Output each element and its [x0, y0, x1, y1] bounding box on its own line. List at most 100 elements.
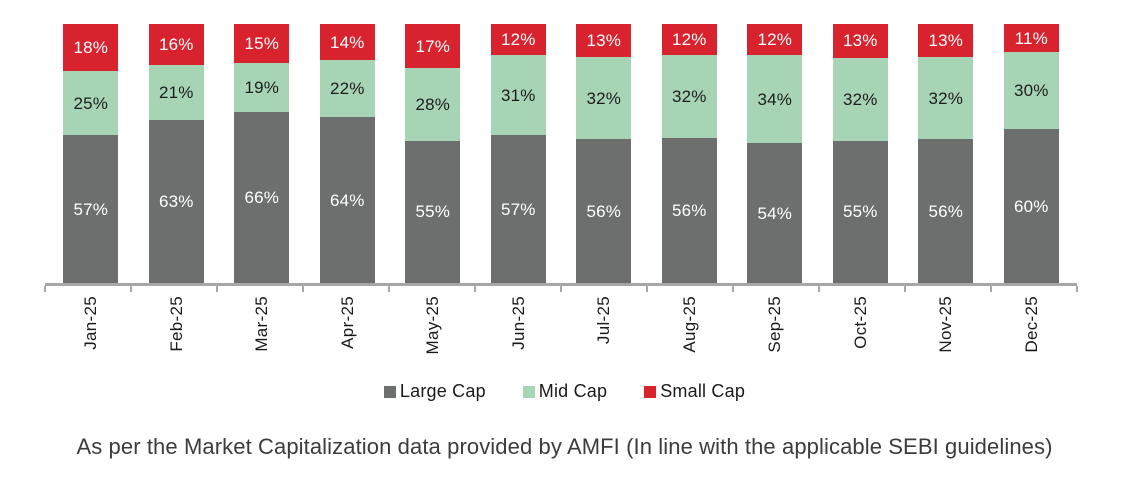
segment-mid-cap: 30% — [1003, 52, 1059, 130]
segment-small-cap: 13% — [576, 24, 632, 58]
segment-small-cap: 17% — [405, 24, 461, 69]
x-axis-label-slot: Apr-25 — [305, 286, 391, 366]
segment-value-label: 13% — [842, 31, 878, 51]
bar-slot-may-25: 17% 28% 55% — [390, 24, 476, 283]
segment-small-cap: 12% — [490, 24, 546, 56]
legend-label-mid-cap: Mid Cap — [538, 381, 608, 401]
segment-value-label: 31% — [500, 85, 536, 105]
segment-mid-cap: 31% — [490, 55, 546, 136]
axis-tick — [818, 286, 820, 292]
segment-small-cap: 12% — [661, 24, 717, 56]
x-axis-labels: Jan-25 Feb-25 Mar-25 Apr-25 May-25 Jun-25 Jul-… — [48, 286, 1074, 366]
segment-mid-cap: 25% — [63, 70, 119, 136]
legend-item-mid-cap: Mid Cap — [522, 381, 608, 402]
segment-large-cap: 57% — [63, 135, 119, 283]
x-axis-label-slot: Nov-25 — [903, 286, 989, 366]
segment-large-cap: 63% — [148, 119, 204, 283]
segment-small-cap: 11% — [1003, 24, 1059, 53]
axis-tick — [646, 286, 648, 292]
legend-marker-small-cap — [644, 385, 657, 398]
segment-value-label: 18% — [73, 37, 109, 57]
segment-mid-cap: 32% — [661, 55, 717, 138]
segment-mid-cap: 19% — [234, 62, 290, 113]
chart-source-caption: As per the Market Capitalization data pr… — [76, 434, 1053, 459]
segment-large-cap: 56% — [918, 139, 974, 283]
segment-mid-cap: 28% — [405, 68, 461, 141]
x-axis-label-slot: Feb-25 — [134, 286, 220, 366]
segment-value-label: 13% — [928, 31, 964, 51]
segment-mid-cap: 34% — [747, 55, 803, 144]
x-axis-label-apr-25: Apr-25 — [337, 296, 357, 349]
segment-mid-cap: 32% — [832, 57, 888, 141]
x-axis-label-dec-25: Dec-25 — [1021, 296, 1041, 353]
chart-legend: Large Cap Mid Cap Small Cap — [0, 381, 1129, 402]
segment-small-cap: 14% — [319, 24, 375, 61]
segment-large-cap: 55% — [832, 140, 888, 283]
segment-value-label: 57% — [500, 199, 536, 219]
segment-value-label: 66% — [244, 188, 280, 208]
legend-item-small-cap: Small Cap — [644, 381, 745, 402]
segment-mid-cap: 21% — [148, 65, 204, 120]
x-axis-label-may-25: May-25 — [423, 296, 443, 355]
segment-value-label: 12% — [500, 30, 536, 50]
segment-value-label: 55% — [842, 202, 878, 222]
segment-value-label: 34% — [757, 89, 793, 109]
axis-tick — [1076, 286, 1078, 292]
stacked-bar-feb-25: 16% 21% 63% — [148, 24, 204, 283]
x-axis-label-slot: Jan-25 — [48, 286, 134, 366]
axis-tick — [130, 286, 132, 292]
segment-value-label: 17% — [415, 36, 451, 56]
segment-mid-cap: 22% — [319, 60, 375, 118]
bar-slot-oct-25: 13% 32% 55% — [818, 24, 904, 283]
x-axis-label-mar-25: Mar-25 — [252, 296, 272, 352]
segment-value-label: 14% — [329, 32, 365, 52]
legend-label-large-cap: Large Cap — [399, 381, 486, 401]
segment-value-label: 32% — [671, 87, 707, 107]
stacked-bar-aug-25: 12% 32% 56% — [661, 24, 717, 283]
segment-large-cap: 54% — [747, 143, 803, 283]
x-axis-label-slot: Sep-25 — [732, 286, 818, 366]
segment-small-cap: 13% — [832, 24, 888, 58]
axis-tick — [904, 286, 906, 292]
x-axis-line — [44, 283, 1078, 292]
segment-value-label: 32% — [586, 88, 622, 108]
bar-slot-jan-25: 18% 25% 57% — [48, 24, 134, 283]
axis-tick — [44, 286, 46, 292]
bar-slot-sep-25: 12% 34% 54% — [732, 24, 818, 283]
segment-value-label: 32% — [928, 88, 964, 108]
segment-small-cap: 15% — [234, 24, 290, 63]
segment-value-label: 25% — [73, 93, 109, 113]
stacked-bar-apr-25: 14% 22% 64% — [319, 24, 375, 283]
segment-value-label: 22% — [329, 79, 365, 99]
segment-value-label: 30% — [1013, 81, 1049, 101]
legend-item-large-cap: Large Cap — [383, 381, 486, 402]
segment-value-label: 60% — [1013, 196, 1049, 216]
stacked-bar-nov-25: 13% 32% 56% — [918, 24, 974, 283]
x-axis-label-nov-25: Nov-25 — [936, 296, 956, 353]
segment-large-cap: 66% — [234, 112, 290, 283]
segment-value-label: 64% — [329, 190, 365, 210]
bar-slot-jun-25: 12% 31% 57% — [476, 24, 562, 283]
stacked-bar-oct-25: 13% 32% 55% — [832, 24, 888, 283]
stacked-bar-dec-25: 11% 30% 60% — [1003, 24, 1059, 283]
legend-marker-large-cap — [383, 385, 396, 398]
x-axis-label-feb-25: Feb-25 — [166, 296, 186, 352]
segment-small-cap: 18% — [63, 24, 119, 71]
segment-large-cap: 55% — [405, 140, 461, 283]
segment-mid-cap: 32% — [918, 57, 974, 140]
stacked-bar-sep-25: 12% 34% 54% — [747, 24, 803, 283]
axis-tick — [388, 286, 390, 292]
axis-tick — [216, 286, 218, 292]
stacked-bar-jul-25: 13% 32% 56% — [576, 24, 632, 283]
bar-slot-dec-25: 11% 30% 60% — [989, 24, 1075, 283]
x-axis-label-slot: Mar-25 — [219, 286, 305, 366]
segment-value-label: 63% — [158, 191, 194, 211]
segment-value-label: 19% — [244, 77, 280, 97]
x-axis-label-jun-25: Jun-25 — [508, 296, 528, 350]
x-axis-label-slot: Jul-25 — [561, 286, 647, 366]
segment-large-cap: 57% — [490, 135, 546, 283]
x-axis-label-slot: Jun-25 — [476, 286, 562, 366]
legend-label-small-cap: Small Cap — [660, 381, 746, 401]
segment-value-label: 13% — [586, 31, 622, 51]
